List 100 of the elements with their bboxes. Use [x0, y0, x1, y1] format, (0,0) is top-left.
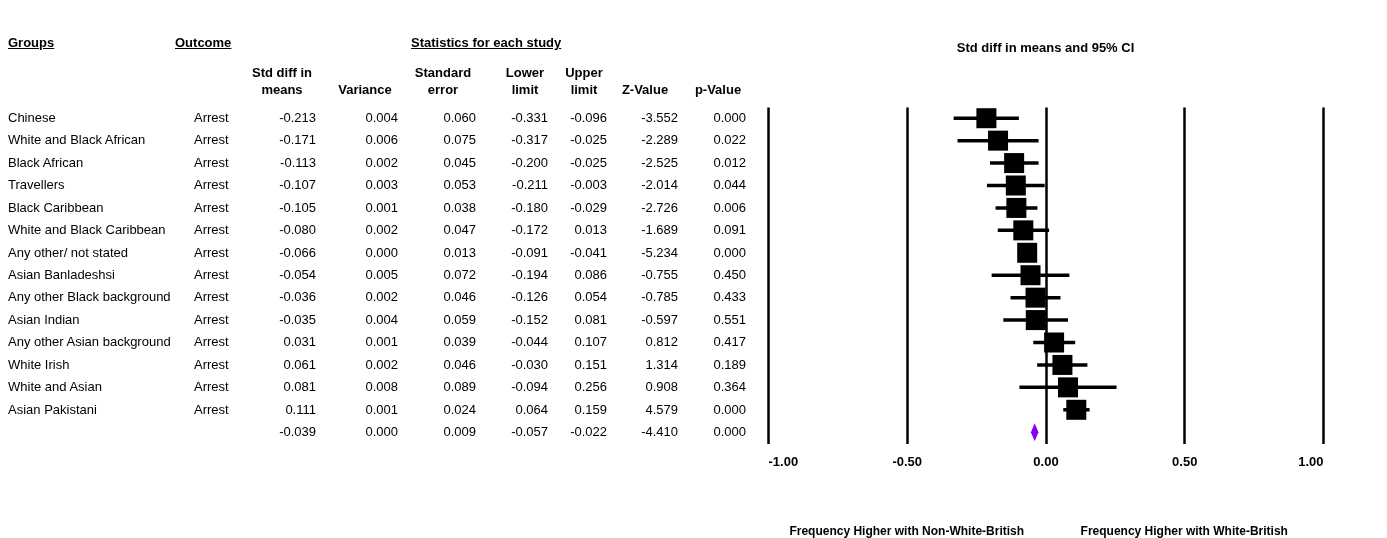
- text: 0.009: [443, 424, 476, 440]
- text: 0.002: [365, 222, 398, 238]
- point: [1025, 287, 1046, 308]
- text: 0.000: [713, 110, 746, 125]
- text: 0.054: [574, 289, 607, 305]
- text: 0.551: [713, 311, 746, 327]
- text: -0.213: [279, 110, 316, 125]
- text: 0.044: [713, 177, 746, 193]
- point: [988, 130, 1009, 151]
- point: [1005, 175, 1026, 196]
- text: 0.053: [443, 177, 476, 193]
- text: 0.081: [283, 379, 316, 395]
- category-label: Variance: [337, 81, 393, 98]
- text: 0.002: [365, 154, 398, 170]
- text: -5.234: [641, 244, 678, 260]
- text: Arrest: [194, 110, 229, 125]
- text: -0.096: [570, 110, 607, 125]
- text: 0.003: [365, 177, 398, 193]
- text: 0.000: [713, 244, 746, 260]
- text: -0.180: [511, 199, 548, 215]
- text: Statistics for each study: [411, 35, 562, 51]
- text: -0.126: [511, 289, 548, 305]
- text: -4.410: [641, 424, 678, 440]
- text: Asian Banladeshsi: [8, 267, 115, 282]
- text: 0.061: [283, 356, 316, 372]
- text: 0.086: [574, 267, 607, 282]
- point: [1044, 332, 1065, 353]
- text: Arrest: [194, 311, 229, 327]
- text: 0.008: [365, 379, 398, 395]
- text: 0.046: [443, 289, 476, 305]
- text: -0.036: [279, 289, 316, 305]
- text: Arrest: [194, 244, 229, 260]
- text: Arrest: [194, 132, 229, 148]
- chart-title: Std diff in means and 95% CI: [956, 40, 1135, 55]
- text: Arrest: [194, 356, 229, 372]
- x-tick-label: 1.00: [1298, 453, 1324, 469]
- x-tick-label: -0.50: [892, 453, 923, 469]
- x-tick-label: 0.50: [1172, 453, 1198, 469]
- text: 0.417: [713, 334, 746, 350]
- text: 0.046: [443, 356, 476, 372]
- point: [1017, 242, 1038, 263]
- text: 1.314: [645, 356, 678, 372]
- text: 0.081: [574, 311, 607, 327]
- text: 0.089: [443, 379, 476, 395]
- text: White and Asian: [8, 379, 102, 395]
- point: [1066, 399, 1087, 420]
- text: -0.035: [279, 311, 316, 327]
- text: 0.059: [443, 311, 476, 327]
- text: 0.004: [365, 311, 398, 327]
- text: -0.030: [511, 356, 548, 372]
- text: -0.022: [570, 424, 607, 440]
- text: -0.054: [279, 267, 316, 282]
- text: 0.039: [443, 334, 476, 350]
- text: 0.022: [713, 132, 746, 148]
- text: 0.001: [365, 334, 398, 350]
- point: [1006, 197, 1027, 218]
- text: 0.013: [574, 222, 607, 238]
- text: Frequency Higher with White-British: [1079, 523, 1289, 538]
- text: Black Caribbean: [8, 199, 104, 215]
- text: 0.002: [365, 356, 398, 372]
- text: -0.105: [279, 199, 316, 215]
- text: -0.172: [511, 222, 548, 238]
- text: -0.785: [641, 289, 678, 305]
- text: 4.579: [645, 401, 678, 417]
- text: 0.060: [443, 110, 476, 125]
- text: Arrest: [194, 379, 229, 395]
- point: [976, 108, 997, 129]
- category-label: p-Value: [693, 81, 743, 98]
- text: Chinese: [8, 110, 56, 125]
- text: Arrest: [194, 222, 229, 238]
- text: 0.013: [443, 244, 476, 260]
- text: Any other/ not stated: [8, 244, 128, 260]
- text: -0.152: [511, 311, 548, 327]
- text: 0.001: [365, 199, 398, 215]
- text: 0.005: [365, 267, 398, 282]
- category-label: Std diff in means: [251, 64, 313, 98]
- text: 0.000: [365, 244, 398, 260]
- text: -2.289: [641, 132, 678, 148]
- text: -0.025: [570, 154, 607, 170]
- text: 0.004: [365, 110, 398, 125]
- text: 0.364: [713, 379, 746, 395]
- text: White and Black Caribbean: [8, 222, 166, 238]
- text: -0.066: [279, 244, 316, 260]
- category-label: Upper limit: [564, 64, 604, 98]
- text: -0.025: [570, 132, 607, 148]
- text: Any other Asian background: [8, 334, 171, 350]
- text: Any other Black background: [8, 289, 171, 305]
- text: -0.029: [570, 199, 607, 215]
- text: -0.107: [279, 177, 316, 193]
- text: Asian Indian: [8, 311, 80, 327]
- text: White and Black African: [8, 132, 146, 148]
- text: -2.726: [641, 199, 678, 215]
- text: Frequency Higher with Non-White-British: [788, 523, 1026, 538]
- text: -0.080: [279, 222, 316, 238]
- text: 0.075: [443, 132, 476, 148]
- text: 0.107: [574, 334, 607, 350]
- text: 0.450: [713, 267, 746, 282]
- text: 0.047: [443, 222, 476, 238]
- text: -3.552: [641, 110, 678, 125]
- text: -2.014: [641, 177, 678, 193]
